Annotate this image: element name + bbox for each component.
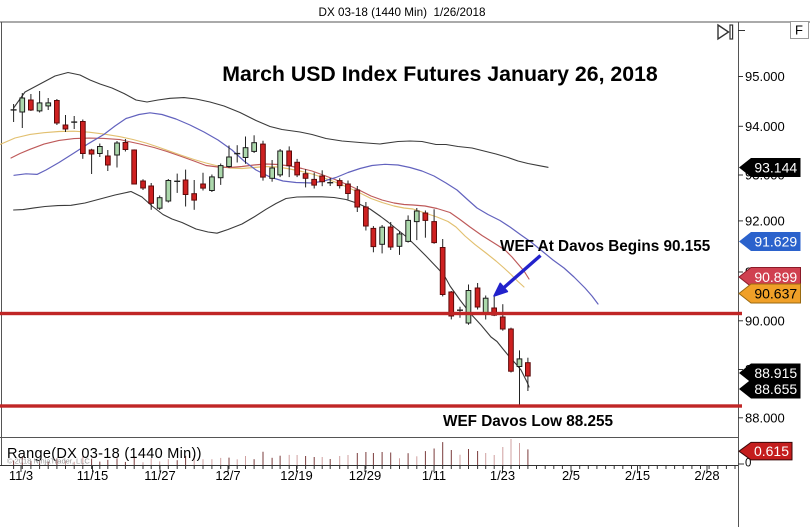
svg-text:March USD Index Futures Januar: March USD Index Futures January 26, 2018 [222,62,658,86]
svg-text:© 2018 NinjaTrader, LLC: © 2018 NinjaTrader, LLC [7,457,90,466]
svg-text:11/15: 11/15 [77,468,109,483]
svg-text:2/5: 2/5 [562,468,580,483]
svg-text:WEF At Davos Begins 90.155: WEF At Davos Begins 90.155 [500,238,711,255]
svg-text:11/27: 11/27 [144,468,176,483]
svg-text:90.637: 90.637 [754,285,797,301]
svg-text:88.915: 88.915 [754,365,797,381]
svg-text:11/3: 11/3 [9,468,33,483]
svg-text:DX 03-18 (1440 Min) 1/26/2018: DX 03-18 (1440 Min) 1/26/2018 [319,6,486,19]
svg-text:Range(DX 03-18 (1440 Min)): Range(DX 03-18 (1440 Min)) [7,446,202,462]
svg-text:93.144: 93.144 [754,159,797,175]
svg-text:94.000: 94.000 [745,119,785,134]
svg-text:0.615: 0.615 [754,443,789,459]
svg-text:1/23: 1/23 [490,468,515,483]
svg-text:91.629: 91.629 [754,233,797,249]
svg-text:88.655: 88.655 [754,381,797,397]
svg-text:88.000: 88.000 [745,410,785,425]
svg-text:90.000: 90.000 [745,313,785,328]
svg-text:WEF Davos Low 88.255: WEF Davos Low 88.255 [443,413,614,430]
svg-text:92.000: 92.000 [745,213,785,228]
svg-text:12/19: 12/19 [280,468,313,483]
svg-text:F: F [795,23,803,38]
svg-text:12/7: 12/7 [215,468,240,483]
svg-text:95.000: 95.000 [745,69,785,84]
svg-text:90.899: 90.899 [754,269,797,285]
svg-text:0: 0 [745,458,751,470]
svg-text:2/15: 2/15 [625,468,650,483]
svg-text:1/11: 1/11 [422,468,446,483]
svg-text:12/29: 12/29 [349,468,382,483]
svg-text:2/28: 2/28 [694,468,719,483]
